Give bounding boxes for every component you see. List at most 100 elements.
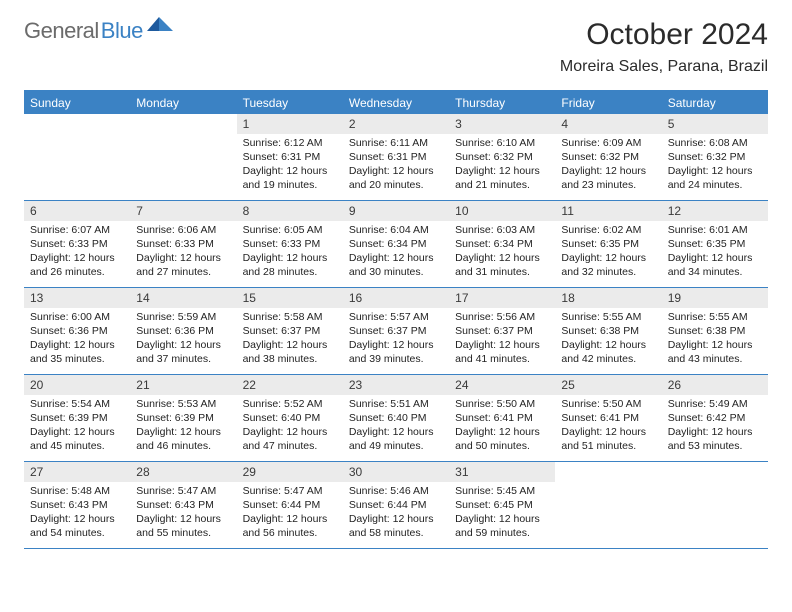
sunrise-text: Sunrise: 5:53 AM	[136, 398, 230, 412]
calendar-day-cell: 24Sunrise: 5:50 AMSunset: 6:41 PMDayligh…	[449, 375, 555, 461]
sunset-text: Sunset: 6:40 PM	[349, 412, 443, 426]
day-number: 13	[24, 288, 130, 308]
day-number: 11	[555, 201, 661, 221]
sunrise-text: Sunrise: 6:10 AM	[455, 137, 549, 151]
sunrise-text: Sunrise: 5:48 AM	[30, 485, 124, 499]
daylight-text: Daylight: 12 hours and 58 minutes.	[349, 513, 443, 541]
weekday-header: Saturday	[662, 92, 768, 114]
sunset-text: Sunset: 6:31 PM	[243, 151, 337, 165]
header: GeneralBlue October 2024 Moreira Sales, …	[24, 18, 768, 76]
day-details: Sunrise: 6:11 AMSunset: 6:31 PMDaylight:…	[343, 134, 449, 196]
sunset-text: Sunset: 6:38 PM	[668, 325, 762, 339]
day-number: 6	[24, 201, 130, 221]
calendar-week-row: 6Sunrise: 6:07 AMSunset: 6:33 PMDaylight…	[24, 201, 768, 288]
sunset-text: Sunset: 6:36 PM	[136, 325, 230, 339]
sunset-text: Sunset: 6:35 PM	[668, 238, 762, 252]
calendar-day-cell: 20Sunrise: 5:54 AMSunset: 6:39 PMDayligh…	[24, 375, 130, 461]
day-details: Sunrise: 6:12 AMSunset: 6:31 PMDaylight:…	[237, 134, 343, 196]
day-details: Sunrise: 6:10 AMSunset: 6:32 PMDaylight:…	[449, 134, 555, 196]
sunrise-text: Sunrise: 5:57 AM	[349, 311, 443, 325]
sunset-text: Sunset: 6:39 PM	[30, 412, 124, 426]
sunset-text: Sunset: 6:38 PM	[561, 325, 655, 339]
calendar-day-cell: 21Sunrise: 5:53 AMSunset: 6:39 PMDayligh…	[130, 375, 236, 461]
weekday-header-row: SundayMondayTuesdayWednesdayThursdayFrid…	[24, 92, 768, 114]
day-number: 25	[555, 375, 661, 395]
day-number: 3	[449, 114, 555, 134]
day-details: Sunrise: 5:59 AMSunset: 6:36 PMDaylight:…	[130, 308, 236, 370]
daylight-text: Daylight: 12 hours and 32 minutes.	[561, 252, 655, 280]
sunset-text: Sunset: 6:32 PM	[668, 151, 762, 165]
day-number: 9	[343, 201, 449, 221]
day-number: 26	[662, 375, 768, 395]
day-details: Sunrise: 6:02 AMSunset: 6:35 PMDaylight:…	[555, 221, 661, 283]
sunrise-text: Sunrise: 6:06 AM	[136, 224, 230, 238]
sunset-text: Sunset: 6:32 PM	[455, 151, 549, 165]
daylight-text: Daylight: 12 hours and 28 minutes.	[243, 252, 337, 280]
weekday-header: Tuesday	[237, 92, 343, 114]
calendar-day-cell: 15Sunrise: 5:58 AMSunset: 6:37 PMDayligh…	[237, 288, 343, 374]
sunrise-text: Sunrise: 5:47 AM	[243, 485, 337, 499]
day-number: 14	[130, 288, 236, 308]
daylight-text: Daylight: 12 hours and 55 minutes.	[136, 513, 230, 541]
sunset-text: Sunset: 6:31 PM	[349, 151, 443, 165]
sunrise-text: Sunrise: 5:52 AM	[243, 398, 337, 412]
logo-triangle-icon	[147, 17, 173, 40]
sunset-text: Sunset: 6:37 PM	[349, 325, 443, 339]
sunrise-text: Sunrise: 5:55 AM	[561, 311, 655, 325]
day-details: Sunrise: 6:03 AMSunset: 6:34 PMDaylight:…	[449, 221, 555, 283]
daylight-text: Daylight: 12 hours and 41 minutes.	[455, 339, 549, 367]
sunrise-text: Sunrise: 6:12 AM	[243, 137, 337, 151]
sunrise-text: Sunrise: 5:46 AM	[349, 485, 443, 499]
day-number: 16	[343, 288, 449, 308]
calendar-day-cell: 13Sunrise: 6:00 AMSunset: 6:36 PMDayligh…	[24, 288, 130, 374]
calendar-day-cell: 14Sunrise: 5:59 AMSunset: 6:36 PMDayligh…	[130, 288, 236, 374]
brand-logo: GeneralBlue	[24, 18, 173, 44]
calendar-day-cell: 11Sunrise: 6:02 AMSunset: 6:35 PMDayligh…	[555, 201, 661, 287]
sunrise-text: Sunrise: 5:50 AM	[455, 398, 549, 412]
sunset-text: Sunset: 6:34 PM	[349, 238, 443, 252]
calendar-day-cell: 30Sunrise: 5:46 AMSunset: 6:44 PMDayligh…	[343, 462, 449, 548]
day-number: 4	[555, 114, 661, 134]
daylight-text: Daylight: 12 hours and 49 minutes.	[349, 426, 443, 454]
calendar-day-cell: 10Sunrise: 6:03 AMSunset: 6:34 PMDayligh…	[449, 201, 555, 287]
calendar-day-cell: 1Sunrise: 6:12 AMSunset: 6:31 PMDaylight…	[237, 114, 343, 200]
daylight-text: Daylight: 12 hours and 50 minutes.	[455, 426, 549, 454]
sunset-text: Sunset: 6:43 PM	[136, 499, 230, 513]
calendar-day-cell: .	[24, 114, 130, 200]
day-details: Sunrise: 5:46 AMSunset: 6:44 PMDaylight:…	[343, 482, 449, 544]
day-details: Sunrise: 6:04 AMSunset: 6:34 PMDaylight:…	[343, 221, 449, 283]
sunrise-text: Sunrise: 6:01 AM	[668, 224, 762, 238]
daylight-text: Daylight: 12 hours and 47 minutes.	[243, 426, 337, 454]
weekday-header: Sunday	[24, 92, 130, 114]
calendar-day-cell: .	[662, 462, 768, 548]
daylight-text: Daylight: 12 hours and 24 minutes.	[668, 165, 762, 193]
day-details: Sunrise: 5:49 AMSunset: 6:42 PMDaylight:…	[662, 395, 768, 457]
daylight-text: Daylight: 12 hours and 21 minutes.	[455, 165, 549, 193]
day-number: 22	[237, 375, 343, 395]
day-number: 10	[449, 201, 555, 221]
sunrise-text: Sunrise: 5:49 AM	[668, 398, 762, 412]
page-title: October 2024	[560, 18, 768, 52]
calendar-day-cell: 27Sunrise: 5:48 AMSunset: 6:43 PMDayligh…	[24, 462, 130, 548]
day-number: 12	[662, 201, 768, 221]
weeks-container: ..1Sunrise: 6:12 AMSunset: 6:31 PMDaylig…	[24, 114, 768, 549]
sunrise-text: Sunrise: 6:04 AM	[349, 224, 443, 238]
calendar-week-row: ..1Sunrise: 6:12 AMSunset: 6:31 PMDaylig…	[24, 114, 768, 201]
sunrise-text: Sunrise: 5:55 AM	[668, 311, 762, 325]
sunset-text: Sunset: 6:44 PM	[243, 499, 337, 513]
day-number: 15	[237, 288, 343, 308]
weekday-header: Monday	[130, 92, 236, 114]
calendar-day-cell: 2Sunrise: 6:11 AMSunset: 6:31 PMDaylight…	[343, 114, 449, 200]
day-number: 1	[237, 114, 343, 134]
daylight-text: Daylight: 12 hours and 56 minutes.	[243, 513, 337, 541]
calendar-day-cell: 7Sunrise: 6:06 AMSunset: 6:33 PMDaylight…	[130, 201, 236, 287]
sunset-text: Sunset: 6:33 PM	[243, 238, 337, 252]
day-details: Sunrise: 5:50 AMSunset: 6:41 PMDaylight:…	[449, 395, 555, 457]
sunset-text: Sunset: 6:34 PM	[455, 238, 549, 252]
daylight-text: Daylight: 12 hours and 23 minutes.	[561, 165, 655, 193]
calendar-day-cell: 16Sunrise: 5:57 AMSunset: 6:37 PMDayligh…	[343, 288, 449, 374]
sunrise-text: Sunrise: 6:03 AM	[455, 224, 549, 238]
day-number: 28	[130, 462, 236, 482]
sunset-text: Sunset: 6:35 PM	[561, 238, 655, 252]
day-details: Sunrise: 5:53 AMSunset: 6:39 PMDaylight:…	[130, 395, 236, 457]
